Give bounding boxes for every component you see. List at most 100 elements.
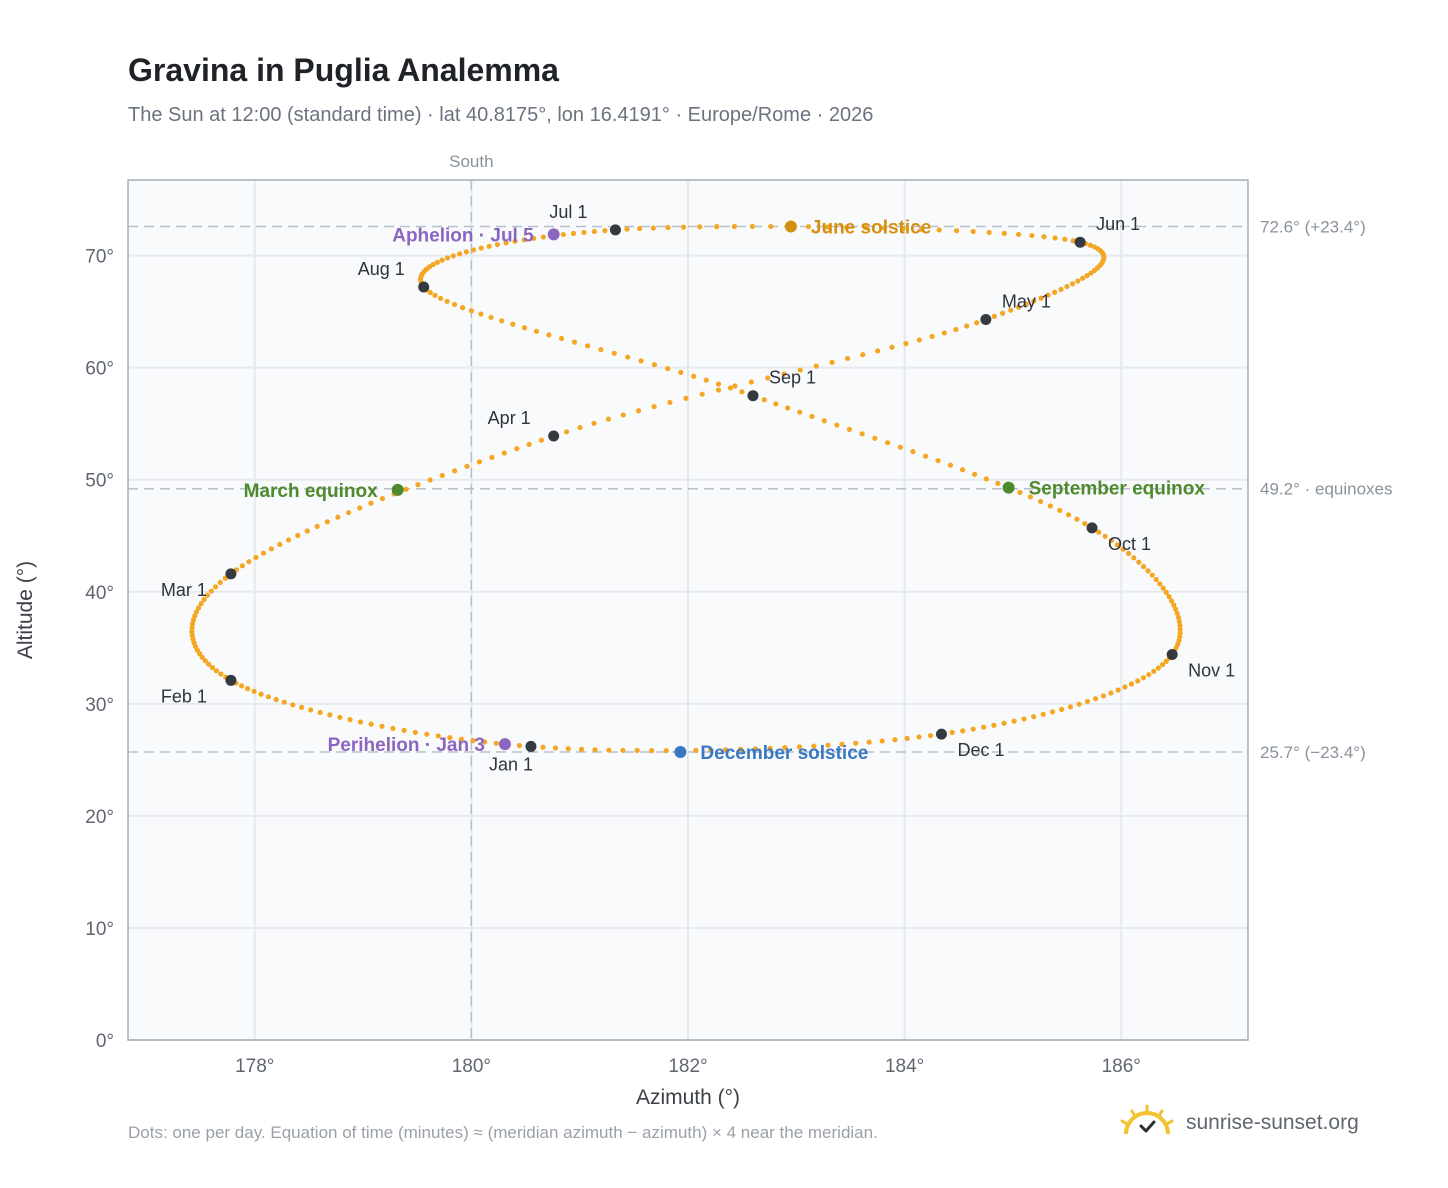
day-dot (427, 477, 433, 483)
day-dot (273, 696, 279, 703)
day-dot (889, 344, 895, 350)
day-dot (324, 519, 330, 525)
day-dot (1041, 234, 1047, 240)
day-dot (464, 463, 470, 469)
day-dot (651, 403, 657, 410)
event-marker (391, 483, 404, 496)
day-dot (1040, 711, 1046, 717)
day-dot (581, 229, 587, 236)
brand[interactable]: sunrise-sunset.org (1120, 1104, 1359, 1141)
event-marker (547, 228, 560, 241)
day-dot (308, 707, 314, 713)
day-dot (1114, 542, 1120, 548)
day-dot (983, 476, 989, 482)
day-dot (439, 257, 445, 263)
day-dot (1102, 533, 1108, 539)
day-dot (625, 354, 631, 360)
day-dot (859, 431, 865, 437)
event-marker (674, 746, 687, 759)
month-marker (225, 568, 237, 580)
reference-label: 49.2° · equinoxes (1260, 480, 1393, 499)
event-label: March equinox (244, 481, 379, 502)
day-dot (935, 458, 941, 464)
day-dot (1140, 563, 1147, 570)
month-label: Jun 1 (1096, 214, 1140, 234)
day-dot (749, 223, 755, 230)
day-dot (699, 391, 705, 397)
day-dot (1149, 572, 1155, 578)
day-dot (829, 359, 835, 365)
day-dot (844, 355, 851, 362)
day-dot (667, 399, 673, 406)
day-dot (637, 225, 643, 232)
day-dot (1136, 559, 1142, 565)
day-dot (986, 229, 992, 236)
day-dot (1135, 678, 1141, 684)
day-dot (703, 377, 709, 383)
day-dot (665, 365, 671, 372)
day-dot (999, 310, 1006, 316)
day-dot (489, 454, 495, 461)
day-dot (447, 734, 453, 741)
day-dot (892, 737, 898, 743)
day-dot (1159, 662, 1166, 668)
day-dot (189, 625, 195, 631)
day-dot (591, 420, 597, 426)
day-dot (866, 739, 872, 745)
day-dot (1087, 242, 1094, 248)
month-marker (1086, 522, 1098, 534)
day-dot (452, 468, 458, 474)
day-dot (813, 363, 819, 369)
day-dot (995, 480, 1001, 486)
day-dot (991, 313, 997, 319)
day-dot (1064, 283, 1070, 290)
day-dot (1052, 289, 1058, 295)
day-dot (605, 416, 612, 422)
day-dot (439, 472, 445, 479)
day-dot (1177, 626, 1183, 632)
day-dot (598, 346, 604, 353)
day-dot (767, 745, 773, 751)
day-dot (218, 671, 224, 677)
x-tick-label: 186° (1102, 1056, 1141, 1077)
day-dot (1057, 507, 1063, 513)
day-dot (1070, 238, 1076, 244)
day-dot (773, 401, 779, 407)
month-label: Jul 1 (549, 202, 587, 222)
day-dot (304, 528, 310, 534)
month-label: Jan 1 (489, 754, 533, 774)
day-dot (1155, 665, 1161, 671)
day-dot (1076, 701, 1082, 707)
day-dot (560, 231, 566, 238)
day-dot (444, 298, 450, 304)
day-dot (1140, 675, 1147, 681)
month-label: Mar 1 (161, 580, 207, 600)
day-dot (516, 742, 523, 749)
month-label: Dec 1 (957, 740, 1004, 760)
month-marker (747, 390, 759, 402)
day-dot (198, 601, 204, 607)
day-dot (1052, 235, 1058, 241)
day-dot (970, 228, 976, 235)
day-dot (737, 746, 744, 752)
event-marker (784, 220, 797, 233)
day-dot (1157, 581, 1163, 587)
day-dot (624, 226, 630, 232)
day-dot (434, 259, 440, 265)
day-dot (991, 722, 997, 728)
day-dot (885, 440, 891, 446)
day-dot (1084, 698, 1091, 705)
day-dot (1045, 292, 1051, 298)
x-tick-label: 180° (452, 1056, 491, 1077)
day-dot (290, 702, 296, 708)
day-dot (1031, 298, 1037, 304)
day-dot (1177, 630, 1183, 636)
day-dot (512, 238, 518, 244)
day-dot (797, 367, 803, 373)
day-dot (949, 729, 955, 736)
day-dot (281, 699, 287, 705)
day-dot (1049, 709, 1056, 715)
day-dot (1171, 602, 1177, 608)
month-markers: Jan 1 Feb 1 Mar 1 Apr 1 May 1 Jun 1 Jul 1 Aug 1… (161, 202, 1235, 775)
day-dot (620, 747, 626, 753)
